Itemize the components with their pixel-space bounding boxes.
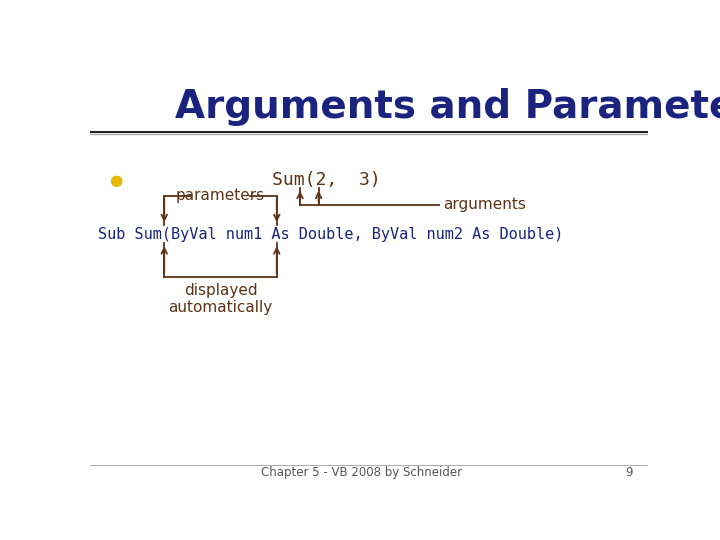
Text: displayed
automatically: displayed automatically: [168, 283, 273, 315]
Text: Arguments and Parameters: Arguments and Parameters: [175, 88, 720, 126]
Text: Chapter 5 - VB 2008 by Schneider: Chapter 5 - VB 2008 by Schneider: [261, 465, 462, 478]
Text: Sum(2,  3): Sum(2, 3): [272, 171, 381, 190]
Text: 9: 9: [625, 465, 632, 478]
Text: parameters: parameters: [176, 188, 265, 203]
Text: Sub Sum(ByVal num1 As Double, ByVal num2 As Double): Sub Sum(ByVal num1 As Double, ByVal num2…: [98, 227, 563, 242]
Text: arguments: arguments: [443, 198, 526, 212]
Text: ●: ●: [109, 173, 122, 188]
